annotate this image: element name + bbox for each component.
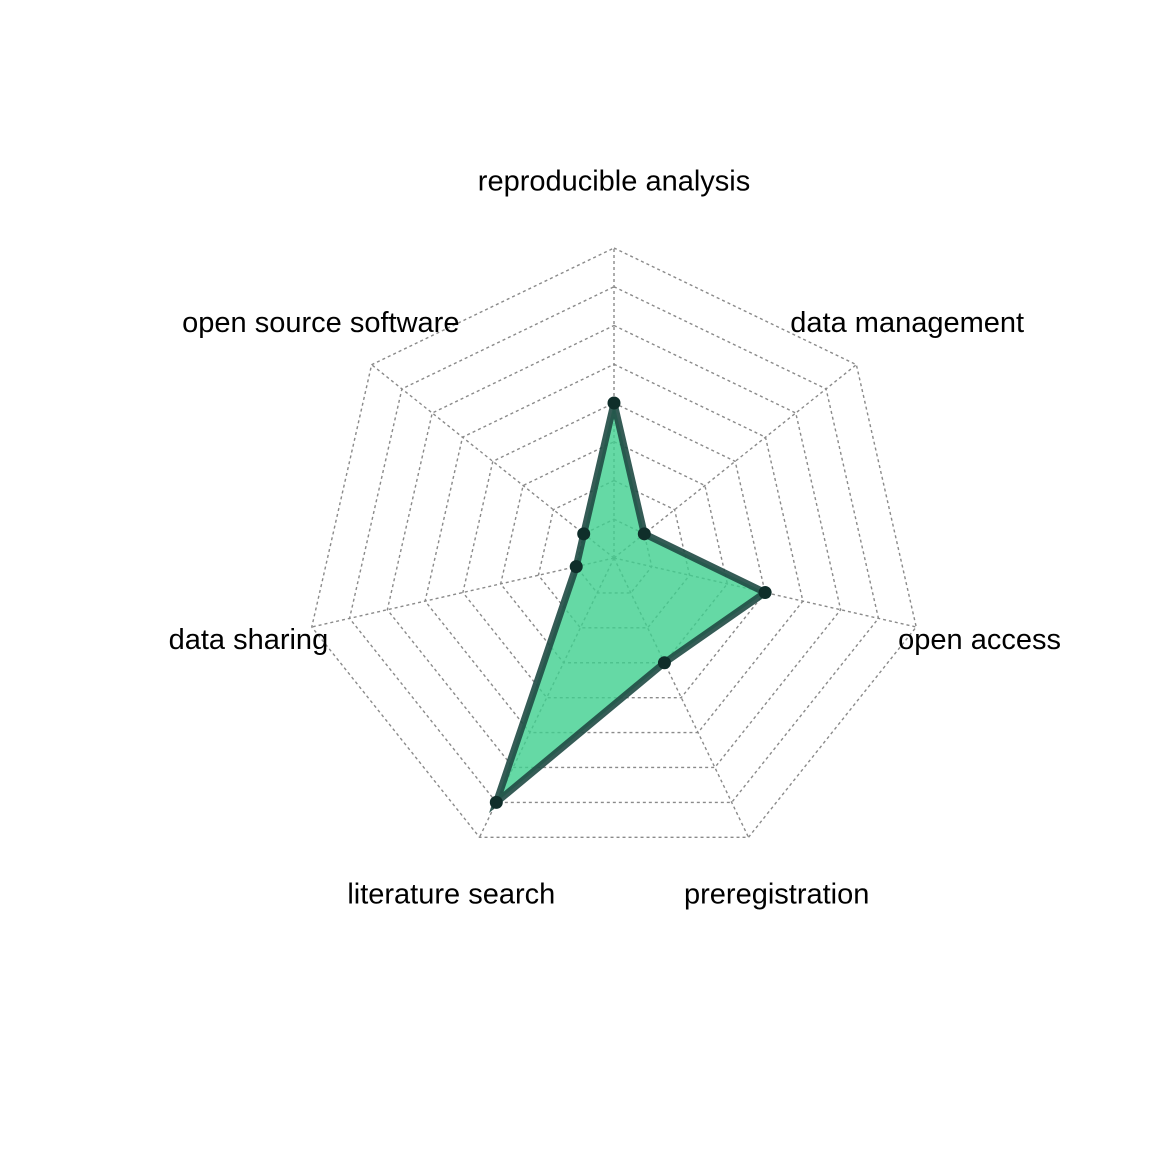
data-point-4 (657, 656, 671, 670)
grid-ring-7 (348, 285, 880, 804)
grid-ring-5 (424, 363, 804, 734)
grid-spoke-3 (613, 557, 917, 628)
data-point-3 (758, 585, 772, 599)
axis-label-3: open access (898, 624, 1061, 656)
axis-label-6: data sharing (169, 624, 329, 656)
series-area-1 (489, 402, 773, 813)
data-point-1 (607, 396, 621, 410)
grid-ring-8 (311, 247, 917, 839)
radar-series-layer (489, 396, 773, 813)
grid-spoke-2 (613, 364, 857, 559)
axis-label-1: reproducible analysis (478, 166, 750, 198)
axis-label-7: open source software (182, 307, 459, 339)
radar-axis-labels: reproducible analysis data management open… (169, 166, 1061, 911)
grid-spoke-4 (613, 557, 750, 838)
grid-spoke-6 (311, 557, 615, 628)
grid-ring-3 (499, 440, 729, 664)
data-point-5 (489, 795, 503, 809)
data-point-2 (637, 527, 651, 541)
data-point-6 (569, 560, 583, 574)
axis-label-5: literature search (347, 879, 555, 911)
axis-label-2: data management (790, 307, 1024, 339)
axis-label-4: preregistration (684, 879, 869, 911)
grid-ring-6 (386, 324, 842, 769)
data-point-7 (577, 527, 591, 541)
grid-spoke-7 (371, 364, 615, 559)
